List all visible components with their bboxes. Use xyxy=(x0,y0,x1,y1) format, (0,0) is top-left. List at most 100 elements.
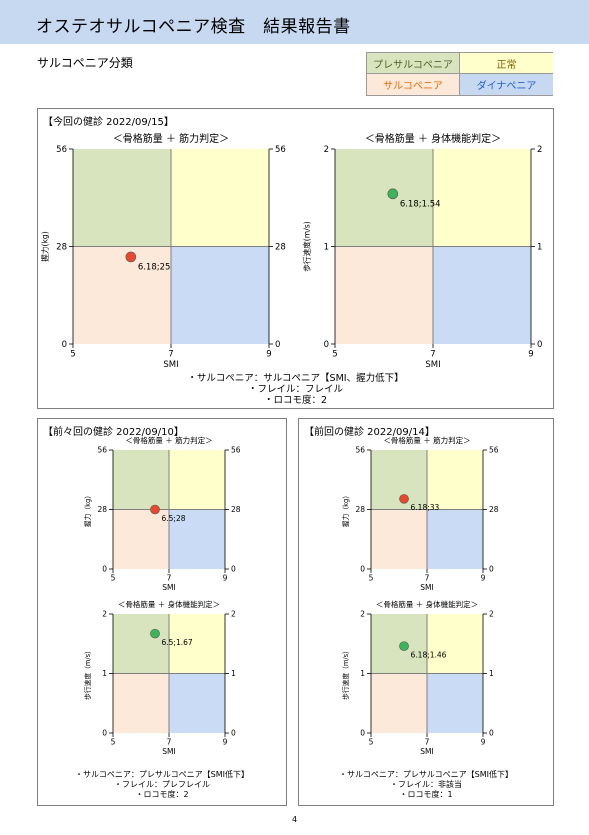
quadrant-sarcopenia xyxy=(371,673,427,733)
x-tick-label: 9 xyxy=(528,350,533,360)
chart-title: ＜骨格筋量 ＋ 筋力判定＞ xyxy=(125,435,212,445)
x-tick-label: 7 xyxy=(430,350,435,360)
quadrant-normal xyxy=(427,450,483,510)
x-tick-label: 7 xyxy=(168,350,173,360)
y-tick-label-left: 2 xyxy=(324,145,329,155)
y-tick-label-left: 28 xyxy=(355,505,365,514)
chart-title: ＜骨格筋量 ＋ 身体機能判定＞ xyxy=(118,599,220,609)
y-tick-label-right: 1 xyxy=(537,242,542,252)
y-tick-label-right: 2 xyxy=(537,145,542,155)
y-tick-label-right: 0 xyxy=(231,565,236,574)
y-tick-label-left: 0 xyxy=(324,340,329,350)
y-tick-label-left: 28 xyxy=(56,242,67,252)
quadrant-sarcopenia xyxy=(113,509,169,569)
report-title: オステオサルコペニア検査 結果報告書 xyxy=(36,17,351,37)
quadrant-dynapenia xyxy=(171,246,269,344)
y-tick-label-left: 56 xyxy=(56,145,67,155)
chart-current-speed: 0 0 1 1 2 2 5 7 9 ＜骨格筋量 ＋ 身体機能判定＞ SMI 歩行速度(m/s) 6.18… xyxy=(301,132,542,370)
quadrant-dynapenia xyxy=(169,673,225,733)
y-tick-label-right: 56 xyxy=(275,145,286,155)
summary-frailty: ・フレイル：非該当 xyxy=(390,780,462,789)
summary-sarcopenia: ・サルコペニア：プレサルコペニア【SMI低下】 xyxy=(74,770,250,779)
data-point-label: 6.18;33 xyxy=(411,503,440,512)
y-tick-label-left: 2 xyxy=(102,610,107,619)
x-tick-label: 9 xyxy=(481,738,486,747)
page-number: 4 xyxy=(291,815,298,824)
y-tick-label-left: 0 xyxy=(102,729,107,738)
chart-title: ＜骨格筋量 ＋ 筋力判定＞ xyxy=(383,435,470,445)
chart-title: ＜骨格筋量 ＋ 身体機能判定＞ xyxy=(376,599,478,609)
chart-current-grip: 0 0 28 28 56 56 5 7 9 ＜骨格筋量 ＋ 筋力判定＞ SMI 握力(kg) 6.18;… xyxy=(39,132,286,370)
y-tick-label-left: 28 xyxy=(97,505,107,514)
y-tick-label-right: 28 xyxy=(489,505,499,514)
x-tick-label: 7 xyxy=(167,738,172,747)
quadrant-presarcopenia xyxy=(371,450,427,510)
data-point-label: 6.18;25 xyxy=(138,263,171,273)
quadrant-sarcopenia xyxy=(371,509,427,569)
quadrant-dynapenia xyxy=(169,509,225,569)
y-tick-label-left: 0 xyxy=(62,340,67,350)
panel-current-summary: ・サルコペニア：サルコペニア【SMI、握力低下】 ・フレイル：フレイル ・ロコモ… xyxy=(38,373,553,406)
x-tick-label: 5 xyxy=(70,350,75,360)
y-axis-label: 歩行速度(m/s) xyxy=(301,221,311,272)
section-title: サルコペニア分類 xyxy=(37,56,133,70)
quadrant-normal xyxy=(169,450,225,510)
chart-title: ＜骨格筋量 ＋ 身体機能判定＞ xyxy=(365,132,501,145)
quadrant-presarcopenia xyxy=(371,614,427,674)
summary-locomo: ・ロコモ度：2 xyxy=(135,790,189,799)
y-tick-label-right: 0 xyxy=(489,565,494,574)
x-tick-label: 9 xyxy=(223,738,228,747)
y-axis-label: 握力（kg） xyxy=(83,492,92,527)
x-tick-label: 5 xyxy=(369,574,374,583)
panel-current: 【今回の健診 2022/09/15】 0 0 28 28 56 56 5 7 9 ＜骨格筋量 ＋ … xyxy=(37,108,554,409)
y-tick-label-right: 0 xyxy=(537,340,542,350)
y-tick-label-right: 28 xyxy=(275,242,286,252)
y-tick-label-right: 2 xyxy=(231,610,236,619)
x-axis-label: SMI xyxy=(420,583,433,592)
summary-sarcopenia: ・サルコペニア：プレサルコペニア【SMI低下】 xyxy=(338,770,514,779)
data-point-label: 6.5;1.67 xyxy=(162,638,193,647)
chart-title: ＜骨格筋量 ＋ 筋力判定＞ xyxy=(113,132,229,145)
y-axis-label: 握力(kg) xyxy=(39,231,49,262)
y-tick-label-left: 0 xyxy=(360,565,365,574)
y-tick-label-right: 1 xyxy=(489,669,494,678)
y-tick-label-left: 2 xyxy=(360,610,365,619)
quadrant-sarcopenia xyxy=(335,246,433,344)
y-tick-label-left: 1 xyxy=(102,669,107,678)
summary-locomo: ・ロコモ度：2 xyxy=(263,395,328,406)
y-tick-label-right: 0 xyxy=(275,340,280,350)
y-axis-label: 歩行速度（m/s） xyxy=(341,647,350,700)
quadrant-normal xyxy=(433,149,531,247)
panel-before-last-title: 【前々回の健診 2022/09/10】 xyxy=(43,427,184,438)
data-point-label: 6.18;1.54 xyxy=(400,200,441,210)
x-tick-label: 7 xyxy=(167,574,172,583)
summary-frailty: ・フレイル：フレイル xyxy=(247,384,343,395)
y-tick-label-left: 0 xyxy=(102,565,107,574)
quadrant-sarcopenia xyxy=(73,246,171,344)
y-tick-label-right: 0 xyxy=(489,729,494,738)
quadrant-dynapenia xyxy=(427,509,483,569)
x-tick-label: 5 xyxy=(332,350,337,360)
legend-presarcopenia: プレサルコペニア xyxy=(367,53,460,74)
x-axis-label: SMI xyxy=(162,583,175,592)
panel-before-last: 【前々回の健診 2022/09/10】 0 0 28 28 56 56 5 7 9 ＜骨格筋量 ＋… xyxy=(37,418,287,806)
legend-dynapenia: ダイナペニア xyxy=(460,74,553,95)
x-tick-label: 5 xyxy=(369,738,374,747)
x-tick-label: 5 xyxy=(111,738,116,747)
x-tick-label: 5 xyxy=(111,574,116,583)
data-point-label: 6.5;28 xyxy=(162,514,186,523)
panel-last-summary: ・サルコペニア：プレサルコペニア【SMI低下】 ・フレイル：非該当 ・ロコモ度：… xyxy=(299,770,553,800)
legend-sarcopenia: サルコペニア xyxy=(367,74,460,95)
x-tick-label: 7 xyxy=(425,574,430,583)
x-tick-label: 7 xyxy=(425,738,430,747)
y-tick-label-left: 56 xyxy=(355,446,365,455)
x-axis-label: SMI xyxy=(163,360,178,370)
y-axis-label: 歩行速度（m/s） xyxy=(83,647,92,700)
summary-sarcopenia: ・サルコペニア：サルコペニア【SMI、握力低下】 xyxy=(187,373,404,384)
data-point xyxy=(387,188,399,200)
panel-last-title: 【前回の健診 2022/09/14】 xyxy=(304,427,435,438)
classification-legend: プレサルコペニア 正常 サルコペニア ダイナペニア xyxy=(366,52,553,96)
summary-locomo: ・ロコモ度：1 xyxy=(399,790,453,799)
legend-normal: 正常 xyxy=(460,53,553,74)
x-axis-label: SMI xyxy=(425,360,440,370)
